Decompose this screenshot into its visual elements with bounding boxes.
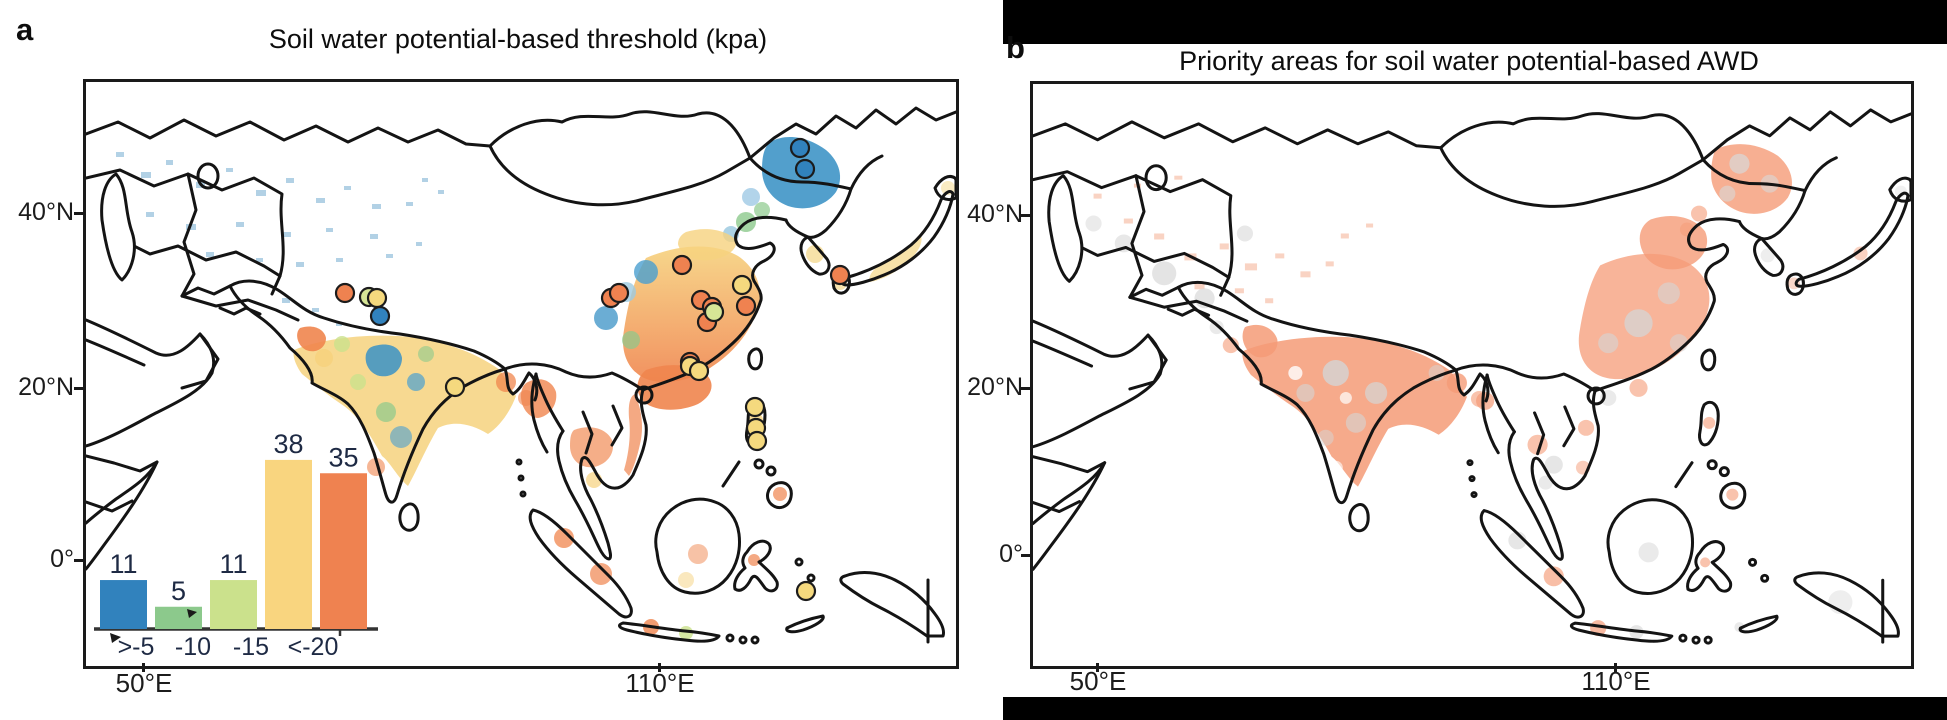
panel-b-ytickmark-40n — [1021, 214, 1031, 217]
top-black-bar — [1003, 0, 1947, 44]
panel-a-ytick-40n: 40°N — [18, 198, 74, 226]
panel-b-ytick-40n: 40°N — [967, 200, 1023, 228]
inset-bar-value: 38 — [273, 429, 303, 459]
panel-b-title: Priority areas for soil water potential-… — [1179, 46, 1759, 76]
panel-a-xtick-110e: 110°E — [625, 668, 695, 698]
site-marker — [789, 137, 811, 159]
panel-b-ytick-20n: 20°N — [967, 373, 1023, 401]
site-marker — [794, 158, 816, 180]
site-marker — [444, 376, 466, 398]
inset-bar — [265, 459, 312, 629]
site-marker — [703, 301, 725, 323]
panel-a-ytick-0: 0° — [50, 545, 74, 573]
site-marker — [334, 282, 356, 304]
panel-a-xtickmark-50e — [142, 663, 145, 672]
inset-bar — [100, 580, 147, 629]
site-marker — [369, 305, 391, 327]
panel-a-ytickmark-0 — [74, 559, 84, 562]
panel-a-map-svg: 11 5 11 38 35 >-5 -10 -15 <-20 — [86, 106, 956, 661]
panel-a-inset-bar-chart: 11 5 11 38 35 >-5 -10 -15 <-20 — [94, 429, 378, 661]
inset-category-label: <-20 — [288, 633, 339, 661]
panel-a-xtickmark-110e — [658, 663, 661, 672]
panel-a-site-markers — [334, 137, 851, 602]
panel-b-map — [1030, 81, 1914, 669]
site-marker — [795, 580, 817, 602]
panel-b-ytickmark-20n — [1021, 387, 1031, 390]
inset-category-label: -10 — [175, 633, 211, 661]
site-marker — [735, 295, 757, 317]
panel-a-map: 11 5 11 38 35 >-5 -10 -15 <-20 — [83, 79, 959, 669]
bottom-black-bar — [1003, 697, 1947, 720]
panel-b-raster — [1085, 144, 1907, 640]
panel-a-ytickmark-40n — [74, 212, 84, 215]
site-marker — [608, 282, 630, 304]
inset-bar-value: 11 — [109, 549, 137, 579]
panel-a-label: a — [16, 12, 34, 47]
inset-category-label: -15 — [233, 633, 269, 661]
panel-a-raster — [116, 136, 955, 640]
panel-a-xtick-50e: 50°E — [115, 668, 173, 698]
panel-b-ytick-0: 0° — [999, 540, 1023, 568]
inset-bar-value: 35 — [328, 442, 358, 472]
panel-b-xtickmark-110e — [1614, 663, 1617, 672]
panel-a-ytickmark-20n — [74, 387, 84, 390]
inset-bar — [210, 580, 257, 629]
panel-a-artifacts — [110, 609, 342, 643]
inset-bar — [155, 606, 202, 629]
site-marker — [688, 360, 710, 382]
panel-b-label: b — [1006, 30, 1025, 65]
inset-bar-value: 5 — [171, 576, 186, 606]
panel-a-ytick-20n: 20°N — [18, 373, 74, 401]
inset-bar-value: 11 — [219, 549, 247, 579]
site-marker — [366, 287, 388, 309]
site-marker — [829, 264, 851, 286]
inset-bar — [320, 473, 367, 629]
panel-b-xtickmark-50e — [1096, 663, 1099, 672]
site-marker — [744, 396, 766, 418]
site-marker — [671, 254, 693, 276]
inset-category-label: >-5 — [118, 633, 155, 661]
panel-b-ytickmark-0 — [1021, 554, 1031, 557]
panel-a-title: Soil water potential-based threshold (kp… — [268, 24, 768, 54]
site-marker — [731, 274, 753, 296]
panel-b-map-svg — [1033, 108, 1911, 645]
site-marker — [746, 430, 768, 452]
